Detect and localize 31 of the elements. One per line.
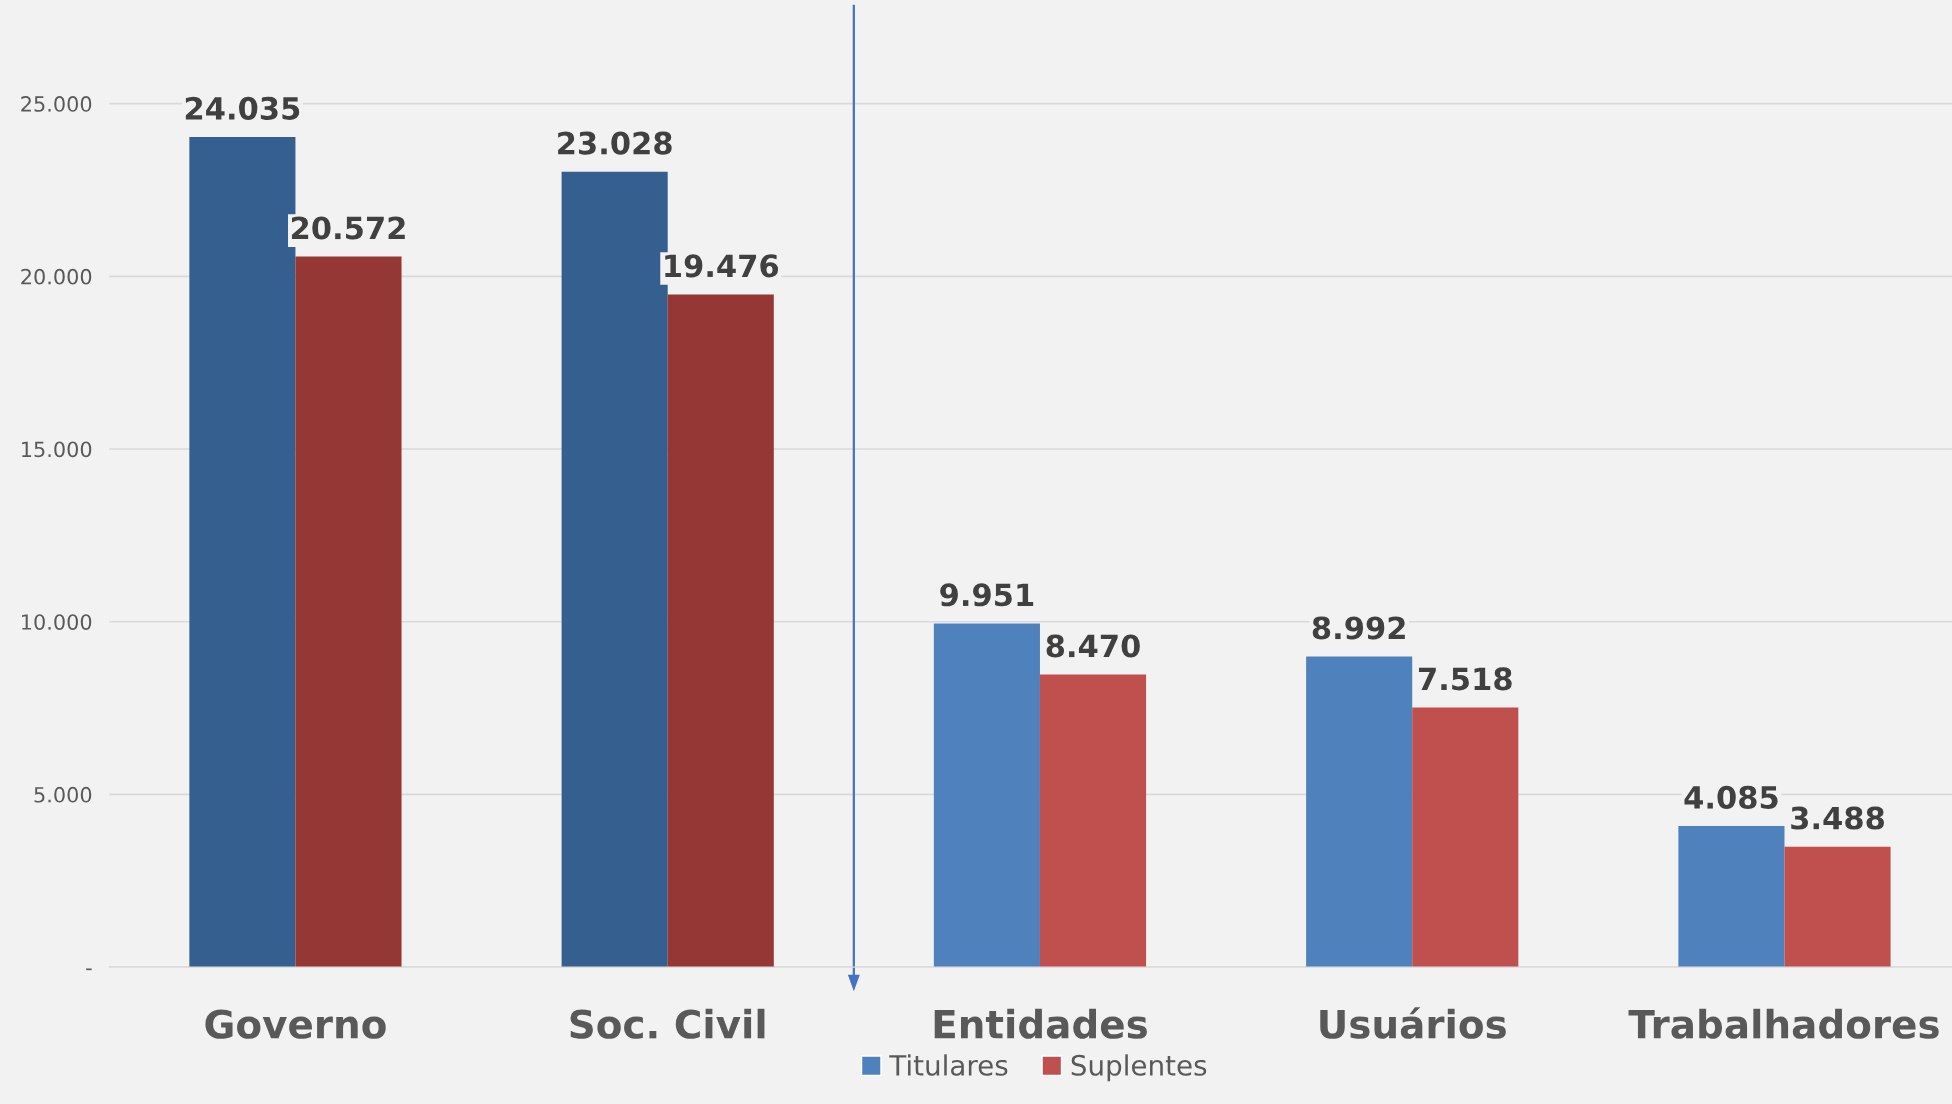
data-label: 8.992 xyxy=(1312,616,1405,640)
y-tick-label: 15.000 xyxy=(22,441,92,458)
x-tick-label: Usuários xyxy=(1320,1007,1506,1039)
bar xyxy=(933,623,1040,968)
data-label: 9.951 xyxy=(940,583,1034,607)
x-tick-label: Trabalhadores xyxy=(1628,1008,1939,1039)
x-tick-label: Entidades xyxy=(934,1008,1147,1039)
data-label: 19.476 xyxy=(665,254,779,278)
legend-label: Suplentes xyxy=(1071,1054,1207,1082)
legend-label: Titulares xyxy=(889,1054,1008,1076)
y-tick-label: - xyxy=(86,968,92,971)
y-tick-label: 10.000 xyxy=(22,614,92,630)
bar xyxy=(1784,846,1891,968)
y-tick-label: 5.000 xyxy=(34,786,92,803)
y-tick-label: 25.000 xyxy=(21,96,92,112)
data-label: 3.488 xyxy=(1791,806,1884,830)
data-label: 8.470 xyxy=(1046,634,1140,658)
bar xyxy=(1306,656,1413,968)
data-label: 23.028 xyxy=(558,131,672,155)
bar xyxy=(667,294,774,968)
bar xyxy=(295,256,402,968)
bar xyxy=(1039,674,1147,968)
bar xyxy=(1412,707,1519,968)
bar xyxy=(1678,826,1785,968)
data-label: 20.572 xyxy=(291,216,405,240)
data-label: 4.085 xyxy=(1684,785,1778,809)
x-tick-label: Governo xyxy=(205,1009,386,1039)
x-tick-label: Soc. Civil xyxy=(570,1008,765,1039)
data-label: 7.518 xyxy=(1418,667,1512,691)
y-tick-label: 20.000 xyxy=(21,268,92,285)
data-label: 24.035 xyxy=(185,96,300,120)
